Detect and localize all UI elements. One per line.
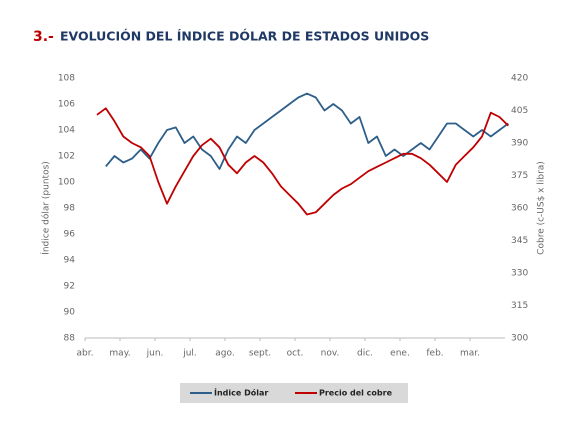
y2-tick-label: 345 [511, 236, 528, 246]
series-line [105, 92, 509, 170]
y-tick-label: 88 [64, 334, 76, 344]
y2-tick-label: 375 [511, 171, 528, 181]
x-tick-label: abr. [77, 349, 94, 359]
y-axis-label: Índice dólar (puntos) [40, 161, 52, 255]
y-tick-label: 94 [64, 256, 76, 266]
y-tick-label: 100 [58, 178, 75, 188]
y-tick-label: 104 [58, 126, 75, 136]
y-tick-label: 106 [58, 100, 75, 110]
chart-title: EVOLUCIÓN DEL ÍNDICE DÓLAR DE ESTADOS UN… [60, 29, 429, 44]
y2-axis-label: Cobre (c-US$ x libra) [537, 161, 547, 255]
y2-tick-label: 315 [511, 301, 528, 311]
y-tick-label: 102 [58, 152, 75, 162]
x-tick-label: jul. [182, 349, 197, 359]
y2-tick-label: 405 [511, 106, 528, 116]
y-tick-label: 90 [64, 308, 76, 318]
y2-tick-label: 300 [511, 334, 528, 344]
legend-label: Índice Dólar [214, 387, 268, 398]
chart-title-number: 3.- [33, 29, 54, 45]
x-tick-label: ene. [390, 349, 410, 359]
y2-tick-label: 330 [511, 269, 528, 279]
y2-tick-label: 360 [511, 204, 528, 214]
x-tick-label: jun. [146, 349, 164, 359]
x-tick-label: oct. [287, 349, 304, 359]
x-tick-label: dic. [357, 349, 373, 359]
y-tick-label: 92 [64, 282, 75, 292]
x-tick-label: nov. [321, 349, 340, 359]
legend-box [180, 383, 408, 403]
x-tick-label: sept. [249, 349, 271, 359]
legend-label: Precio del cobre [319, 389, 393, 398]
y2-tick-label: 420 [511, 74, 528, 84]
series-line [96, 107, 509, 216]
x-tick-label: ago. [215, 349, 234, 359]
y-tick-label: 96 [64, 230, 76, 240]
y2-tick-label: 390 [511, 139, 528, 149]
x-tick-label: feb. [426, 349, 443, 359]
y-tick-label: 98 [64, 204, 76, 214]
x-tick-label: mar. [460, 349, 480, 359]
x-tick-label: may. [109, 349, 130, 359]
y-tick-label: 108 [58, 74, 75, 84]
